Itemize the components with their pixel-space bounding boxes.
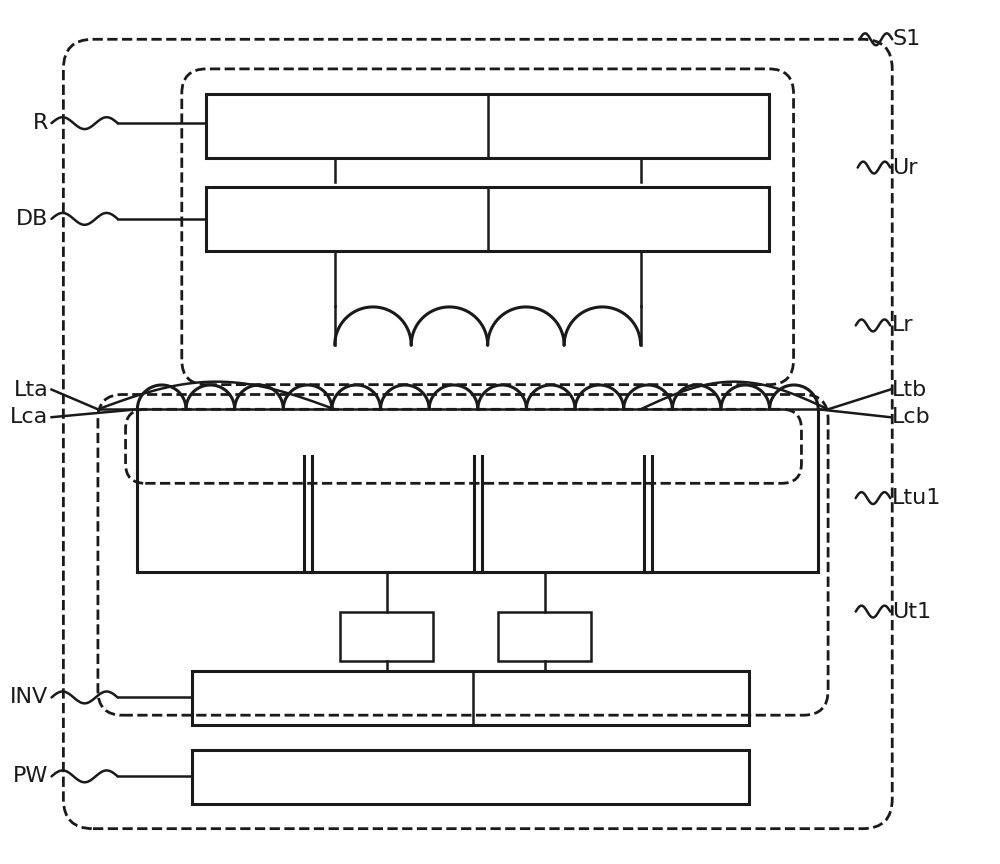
Text: Lcb: Lcb xyxy=(892,407,931,427)
Text: Ut1: Ut1 xyxy=(892,601,931,621)
Bar xyxy=(498,612,591,661)
Text: R: R xyxy=(33,113,49,133)
Text: Ur: Ur xyxy=(892,157,918,178)
Bar xyxy=(340,612,433,661)
Bar xyxy=(192,670,749,725)
Text: Ltb: Ltb xyxy=(892,379,927,399)
Bar xyxy=(206,187,769,251)
Text: INV: INV xyxy=(10,688,49,708)
Text: Ltu1: Ltu1 xyxy=(892,488,942,508)
Bar xyxy=(192,750,749,804)
Text: Lta: Lta xyxy=(14,379,49,399)
Text: Lca: Lca xyxy=(10,407,49,427)
Text: PW: PW xyxy=(13,766,49,786)
Text: S1: S1 xyxy=(892,29,920,49)
Text: DB: DB xyxy=(16,209,49,229)
Text: Lr: Lr xyxy=(892,315,914,335)
Bar xyxy=(206,93,769,158)
